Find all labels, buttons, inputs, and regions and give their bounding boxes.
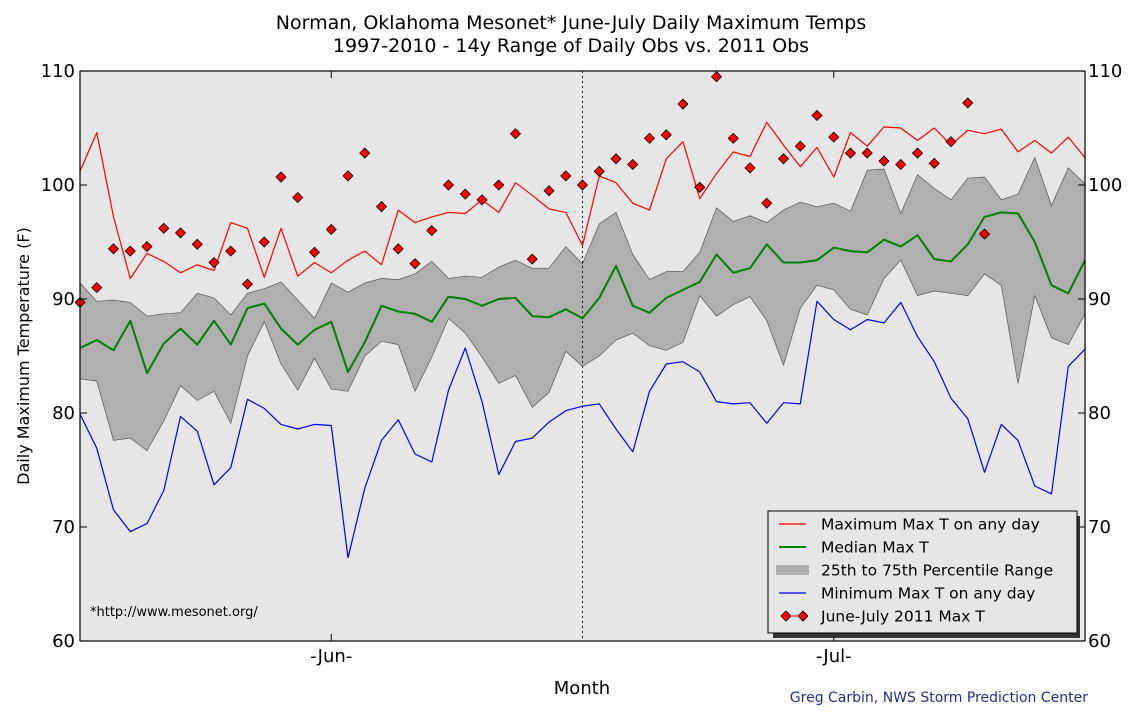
obs-point bbox=[593, 165, 605, 177]
obs-point bbox=[392, 243, 404, 255]
obs-point bbox=[526, 253, 538, 265]
obs-point bbox=[375, 201, 388, 213]
obs-point bbox=[493, 179, 505, 191]
y-tick-label-left: 110 bbox=[41, 61, 75, 82]
x-axis-label: Month bbox=[554, 678, 610, 699]
obs-point bbox=[509, 128, 522, 140]
obs-point bbox=[727, 132, 739, 144]
obs-point bbox=[543, 185, 555, 197]
obs-point bbox=[811, 109, 823, 122]
obs-point bbox=[174, 227, 187, 239]
y-tick-label-left: 80 bbox=[52, 403, 75, 424]
obs-point bbox=[191, 238, 203, 250]
obs-point bbox=[225, 245, 237, 257]
obs-point bbox=[660, 129, 672, 141]
obs-point bbox=[141, 240, 153, 253]
chart-title: Norman, Oklahoma Mesonet* June-July Dail… bbox=[276, 12, 866, 34]
max-line bbox=[79, 121, 1086, 280]
obs-point bbox=[744, 162, 756, 174]
min-line bbox=[79, 300, 1086, 559]
y-tick-label-left: 100 bbox=[41, 175, 75, 196]
obs-point bbox=[895, 158, 907, 171]
obs-point bbox=[107, 243, 120, 255]
percentile-band-upper-edge bbox=[79, 156, 1086, 320]
obs-point bbox=[459, 188, 471, 200]
y-tick-label-right: 70 bbox=[1088, 517, 1111, 538]
legend-label: June-July 2011 Max T bbox=[820, 608, 985, 626]
legend-label: Median Max T bbox=[821, 539, 929, 557]
legend-label: 25th to 75th Percentile Range bbox=[821, 562, 1053, 580]
obs-point bbox=[861, 147, 873, 159]
obs-point bbox=[911, 147, 924, 159]
y-tick-label-left: 60 bbox=[52, 631, 75, 652]
obs-point bbox=[560, 170, 572, 182]
y-axis-label: Daily Maximum Temperature (F) bbox=[14, 227, 33, 485]
chart-subtitle: 1997-2010 - 14y Range of Daily Obs vs. 2… bbox=[333, 35, 809, 57]
obs-point bbox=[794, 140, 806, 152]
obs-point bbox=[241, 278, 254, 290]
obs-point bbox=[124, 245, 136, 257]
legend-label: Minimum Max T on any day bbox=[821, 585, 1035, 603]
y-tick-label-right: 90 bbox=[1088, 289, 1111, 310]
y-tick-label-right: 100 bbox=[1088, 175, 1122, 196]
obs-point bbox=[292, 191, 304, 204]
obs-point bbox=[258, 236, 270, 248]
obs-point bbox=[342, 170, 354, 182]
obs-point bbox=[978, 228, 991, 240]
y-tick-label-left: 70 bbox=[52, 517, 75, 538]
obs-point bbox=[91, 282, 103, 294]
obs-point bbox=[928, 157, 940, 169]
obs-point bbox=[828, 131, 840, 143]
obs-point bbox=[962, 97, 974, 109]
legend-box bbox=[767, 510, 1078, 634]
obs-point bbox=[308, 246, 321, 258]
x-tick-label: -Jun- bbox=[310, 646, 352, 667]
y-tick-label-left: 90 bbox=[52, 289, 75, 310]
obs-point bbox=[325, 223, 337, 236]
obs-point bbox=[694, 181, 706, 193]
y-tick-label-right: 80 bbox=[1088, 403, 1111, 424]
legend-swatch bbox=[776, 565, 809, 575]
obs-point bbox=[710, 71, 723, 83]
percentile-band bbox=[80, 157, 1085, 451]
credit-text: Greg Carbin, NWS Storm Prediction Center bbox=[790, 690, 1088, 706]
obs-point bbox=[945, 136, 957, 148]
obs-point bbox=[426, 225, 438, 237]
y-tick-label-right: 60 bbox=[1088, 631, 1111, 652]
obs-point bbox=[275, 171, 287, 183]
plot-frame bbox=[79, 70, 1086, 642]
obs-point bbox=[643, 132, 656, 144]
obs-point bbox=[677, 98, 689, 110]
y-tick-label-right: 110 bbox=[1088, 61, 1122, 82]
obs-point bbox=[158, 222, 170, 234]
obs-point bbox=[878, 155, 890, 167]
obs-point bbox=[359, 147, 371, 159]
legend: Maximum Max T on any day Median Max T 25th… bbox=[767, 510, 1080, 638]
x-tick-label: -Jul- bbox=[816, 646, 852, 667]
obs-point bbox=[844, 147, 857, 159]
obs-point bbox=[610, 153, 622, 165]
obs-point bbox=[627, 158, 639, 171]
obs-point bbox=[409, 258, 421, 270]
obs-point bbox=[476, 194, 488, 206]
obs-point bbox=[777, 153, 790, 165]
median-line bbox=[79, 211, 1086, 375]
obs-point bbox=[442, 179, 455, 191]
obs-point bbox=[576, 179, 589, 191]
obs-point bbox=[761, 197, 773, 209]
source-note: *http://www.mesonet.org/ bbox=[90, 605, 258, 620]
obs-point bbox=[208, 256, 220, 269]
legend-label: Maximum Max T on any day bbox=[821, 516, 1040, 534]
